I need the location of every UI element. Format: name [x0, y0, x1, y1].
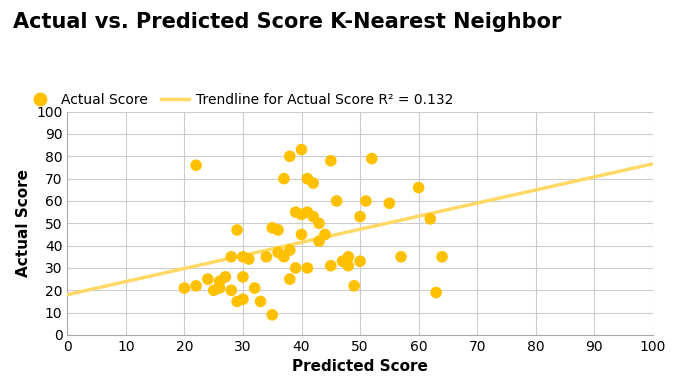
Point	[273, 227, 283, 233]
Point	[320, 231, 330, 238]
Point	[413, 184, 424, 191]
Point	[296, 147, 307, 153]
Point	[296, 211, 307, 218]
Point	[314, 220, 324, 226]
Point	[396, 254, 406, 260]
Point	[190, 162, 201, 168]
Point	[355, 214, 365, 220]
Point	[331, 198, 342, 204]
Point	[366, 156, 377, 162]
Point	[302, 265, 313, 271]
Point	[238, 254, 248, 260]
Point	[290, 209, 301, 215]
Point	[190, 283, 201, 289]
Point	[279, 176, 289, 182]
Point	[355, 258, 365, 264]
Point	[384, 200, 394, 206]
Point	[232, 227, 242, 233]
Point	[308, 214, 318, 220]
Y-axis label: Actual Score: Actual Score	[15, 169, 30, 277]
Point	[302, 176, 313, 182]
Point	[326, 263, 336, 269]
Point	[285, 247, 295, 253]
Point	[273, 249, 283, 255]
Text: Actual vs. Predicted Score K-Nearest Neighbor: Actual vs. Predicted Score K-Nearest Nei…	[13, 12, 562, 32]
Point	[249, 285, 260, 291]
Point	[232, 298, 242, 305]
Point	[337, 258, 348, 264]
Point	[226, 254, 237, 260]
Point	[349, 283, 359, 289]
Point	[326, 158, 336, 164]
Point	[255, 298, 266, 305]
Point	[302, 209, 313, 215]
Point	[179, 285, 190, 291]
Point	[285, 276, 295, 282]
Point	[238, 296, 248, 302]
Point	[203, 276, 213, 282]
Point	[343, 254, 354, 260]
Point	[437, 254, 448, 260]
Point	[290, 265, 301, 271]
Legend: Actual Score, Trendline for Actual Score R² = 0.132: Actual Score, Trendline for Actual Score…	[20, 88, 459, 113]
Point	[214, 285, 225, 291]
Point	[220, 274, 231, 280]
Point	[261, 254, 272, 260]
Point	[238, 274, 248, 280]
Point	[361, 198, 371, 204]
Point	[209, 287, 219, 293]
Point	[267, 225, 277, 231]
X-axis label: Predicted Score: Predicted Score	[292, 359, 428, 374]
Point	[343, 263, 354, 269]
Point	[296, 231, 307, 238]
Point	[425, 216, 435, 222]
Point	[226, 287, 237, 293]
Point	[285, 153, 295, 159]
Point	[244, 256, 254, 262]
Point	[431, 290, 441, 296]
Point	[308, 180, 318, 186]
Point	[267, 312, 277, 318]
Point	[279, 254, 289, 260]
Point	[214, 278, 225, 285]
Point	[314, 238, 324, 244]
